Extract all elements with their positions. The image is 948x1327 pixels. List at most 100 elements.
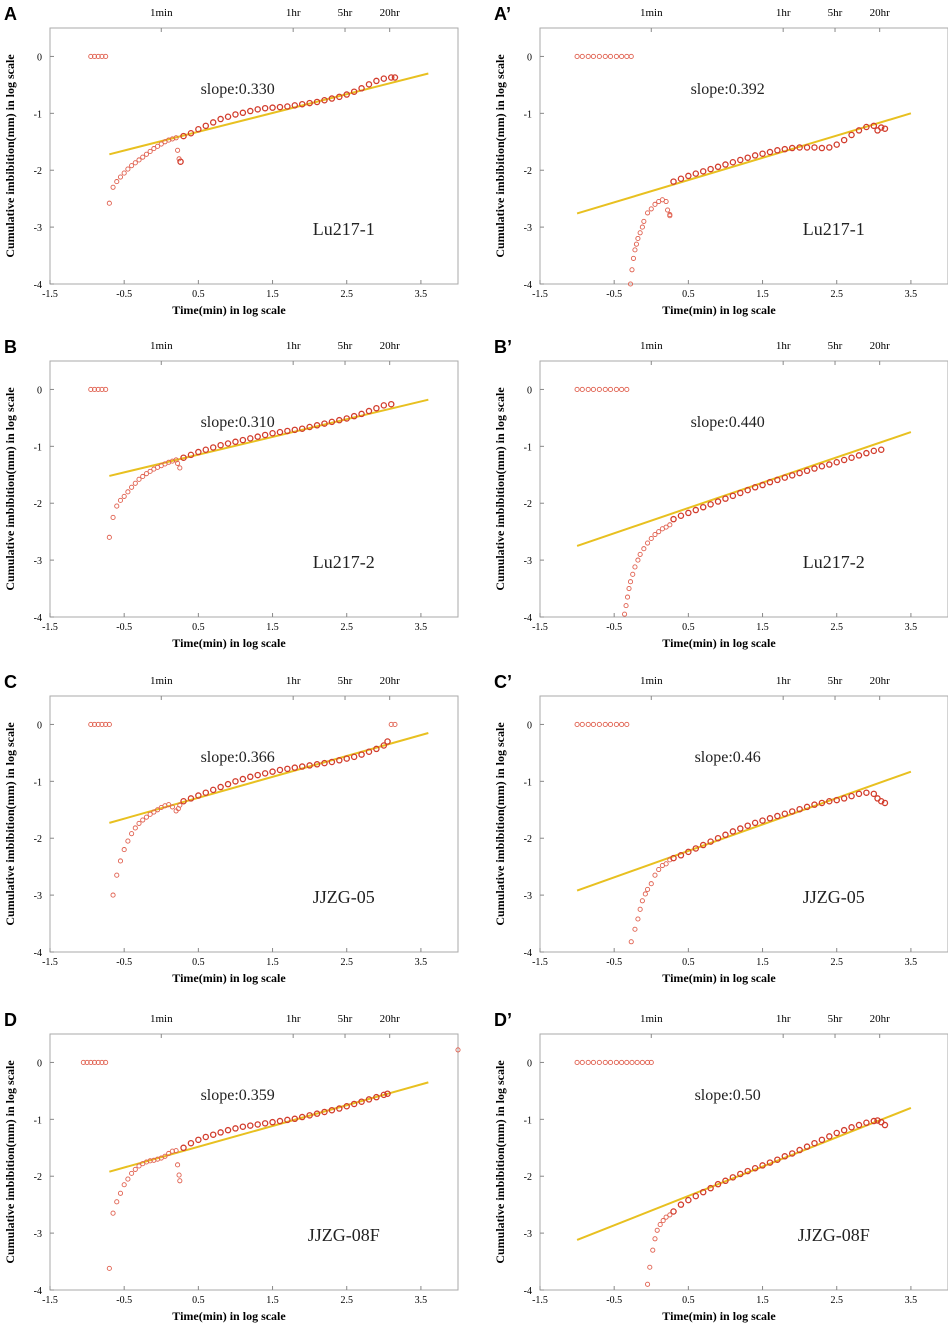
slope-annotation: slope:0.50: [695, 1087, 761, 1104]
data-point: [180, 1144, 187, 1152]
data-point: [657, 1222, 663, 1228]
y-tick-label: -1: [34, 109, 42, 120]
data-point: [624, 53, 630, 59]
fit-line: [576, 112, 912, 215]
data-point: [639, 224, 645, 230]
x-axis-title: Time(min) in log scale: [172, 636, 286, 650]
data-point: [855, 127, 863, 134]
data-point: [88, 53, 94, 59]
plot-frame: [49, 1033, 459, 1291]
data-point: [585, 53, 591, 59]
x-tick-label: 2.5: [340, 622, 353, 633]
data-point: [239, 109, 247, 117]
data-point: [670, 1208, 677, 1215]
x-tick-label: 1.5: [756, 289, 769, 300]
data-point: [147, 148, 153, 154]
data-point: [699, 503, 707, 511]
data-point: [140, 154, 146, 160]
data-point: [877, 124, 885, 131]
data-point: [284, 1116, 291, 1124]
panel-label: B’: [494, 337, 512, 357]
data-point: [306, 1112, 313, 1119]
data-point: [788, 808, 796, 815]
data-point: [826, 144, 833, 151]
data-point: [863, 789, 870, 796]
data-point: [670, 178, 677, 185]
data-point: [169, 804, 175, 810]
y-tick-label: -1: [524, 777, 532, 788]
data-point: [88, 1059, 94, 1065]
top-time-label: 5hr: [338, 340, 353, 352]
top-time-label: 20hr: [870, 675, 891, 687]
data-point: [877, 797, 885, 805]
panel-label: D: [4, 1010, 17, 1030]
data-point: [132, 825, 138, 831]
data-point: [380, 1091, 388, 1099]
data-point: [143, 814, 149, 820]
data-point: [232, 778, 239, 785]
panel-label: C’: [494, 672, 512, 692]
data-point: [232, 111, 239, 118]
y-tick-label: -3: [524, 1229, 532, 1240]
data-point: [635, 916, 641, 922]
data-point: [158, 141, 164, 147]
data-point: [162, 1153, 168, 1159]
data-point: [195, 1136, 202, 1144]
data-point: [863, 449, 870, 457]
data-point: [136, 476, 142, 482]
data-point: [624, 594, 631, 600]
data-point: [781, 810, 789, 818]
data-point: [639, 898, 645, 904]
data-point: [239, 436, 247, 444]
data-point: [781, 145, 789, 153]
data-point: [648, 535, 654, 542]
data-point: [117, 858, 124, 864]
data-point: [151, 809, 157, 815]
data-point: [632, 247, 638, 253]
data-point: [645, 540, 651, 546]
y-tick-label: 0: [527, 1058, 532, 1069]
data-point: [103, 53, 109, 59]
data-point: [630, 571, 636, 577]
data-point: [607, 721, 614, 727]
y-axis-title: Cumulative imbibition(mm) in log scale: [493, 387, 507, 591]
data-point: [365, 81, 373, 88]
data-point: [602, 1059, 608, 1065]
data-point: [125, 166, 131, 172]
data-point: [818, 144, 826, 152]
data-point: [635, 557, 641, 563]
data-point: [110, 514, 116, 520]
data-point: [110, 892, 116, 898]
x-axis-title: Time(min) in log scale: [662, 303, 776, 317]
data-point: [328, 1106, 336, 1114]
data-point: [306, 99, 313, 107]
x-tick-label: -1.5: [532, 957, 548, 968]
data-point: [692, 170, 700, 177]
x-tick-label: 3.5: [415, 957, 428, 968]
data-point: [833, 1129, 840, 1137]
x-tick-label: 1.5: [266, 957, 279, 968]
data-point: [129, 163, 135, 169]
x-tick-label: -1.5: [42, 622, 58, 633]
x-tick-label: -1.5: [42, 957, 58, 968]
data-point: [373, 77, 380, 85]
data-point: [781, 474, 789, 481]
plot-frame: [49, 27, 459, 285]
data-point: [699, 841, 707, 849]
x-tick-label: 2.5: [340, 289, 353, 300]
data-point: [132, 1166, 138, 1172]
plot-frame: [539, 1033, 948, 1291]
data-point: [217, 1129, 224, 1136]
data-point: [224, 780, 232, 788]
data-point: [136, 1163, 142, 1169]
y-tick-label: 0: [527, 52, 532, 63]
data-point: [380, 75, 388, 82]
data-point: [759, 1162, 766, 1169]
data-point: [722, 831, 729, 839]
data-point: [358, 1098, 365, 1105]
plot-frame: [539, 360, 948, 618]
data-point: [336, 416, 343, 424]
data-point: [232, 1125, 239, 1132]
data-point: [652, 201, 658, 207]
